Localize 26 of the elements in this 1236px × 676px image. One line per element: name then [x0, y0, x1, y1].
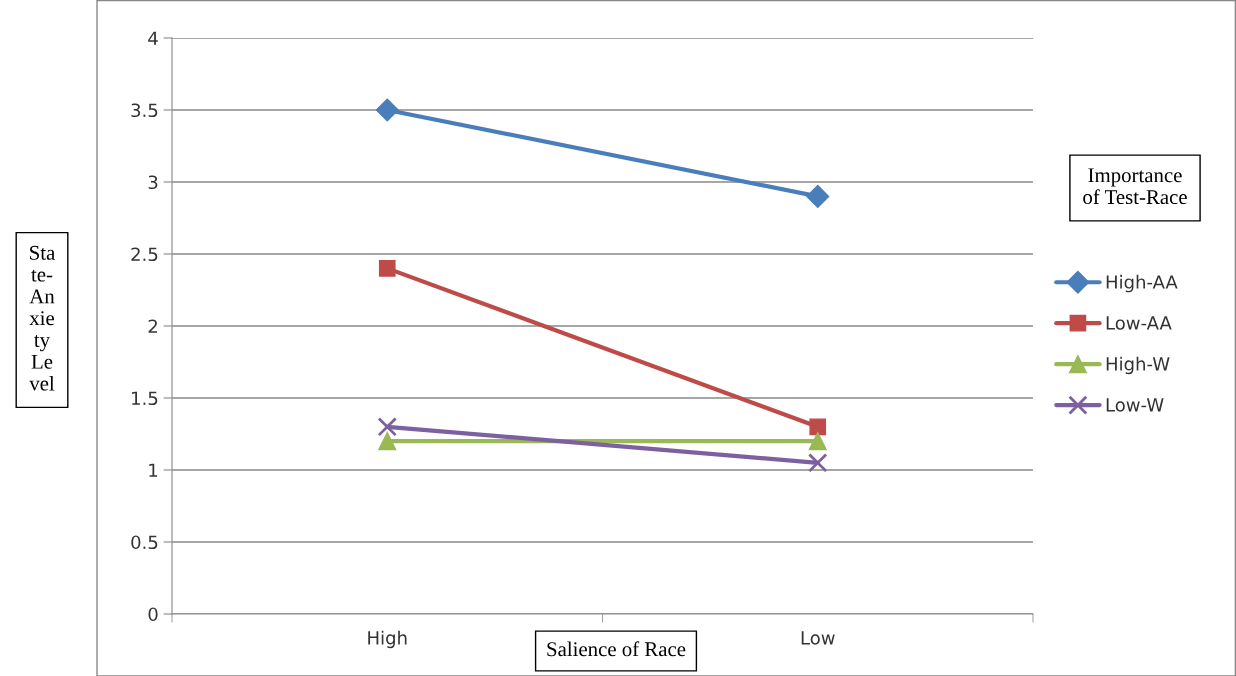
y-tick-label: 0.5: [131, 535, 158, 550]
y-tick-label: 1: [149, 463, 158, 477]
y-tick-label: 1.5: [132, 391, 158, 406]
legend-label: Low-AA: [1106, 316, 1172, 330]
y-tick-label: 2.5: [131, 247, 158, 262]
point: [808, 432, 827, 451]
y-tick-label: 0: [148, 607, 158, 622]
legend-label: Low-W: [1106, 398, 1164, 412]
point: [806, 184, 830, 208]
point: [375, 98, 399, 122]
legend-title: Importance of Test-Race: [1083, 168, 1187, 205]
y-tick-label: 3: [148, 175, 158, 190]
y-axis-title: Sta te- An xie ty Le vel: [29, 245, 56, 391]
y-tick-label: 2: [148, 319, 157, 333]
y-tick-label: 4: [148, 31, 158, 45]
x-tick-label: Low: [801, 631, 835, 645]
x-axis-title: Salience of Race: [547, 641, 686, 657]
point: [377, 417, 397, 437]
point: [378, 432, 397, 451]
point: [809, 418, 827, 436]
point: [808, 453, 828, 473]
point: [378, 260, 396, 277]
legend-label: High-AA: [1106, 274, 1178, 293]
legend-label: High-W: [1106, 356, 1170, 375]
y-tick-label: 3.5: [131, 103, 158, 118]
x-tick-label: High: [368, 630, 407, 649]
